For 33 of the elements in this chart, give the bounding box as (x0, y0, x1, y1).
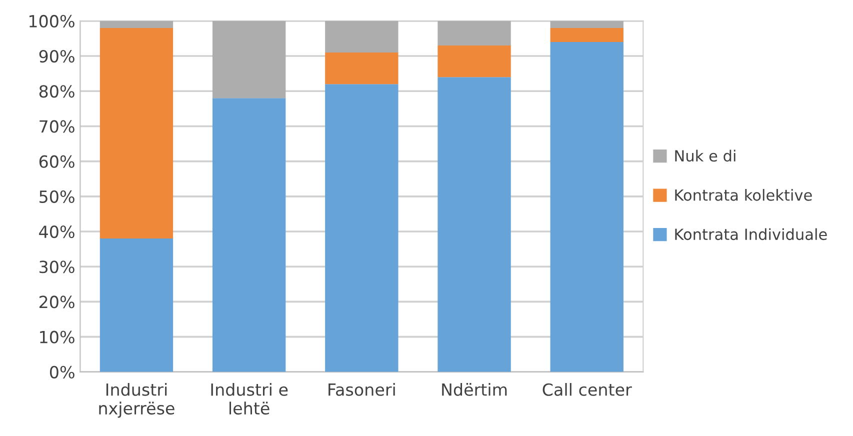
bar (212, 20, 286, 98)
bar (100, 28, 174, 239)
x-tick-label: Fasoneri (328, 383, 395, 396)
x-tick-label: Industri nxjerrëse (99, 383, 174, 418)
bar (550, 20, 624, 28)
bar (325, 52, 398, 84)
y-tick-label: 50% (40, 190, 74, 203)
y-tick-label: 90% (39, 50, 74, 63)
bar (550, 42, 624, 372)
y-tick-label: 40% (39, 225, 74, 238)
y-tick-label: 60% (39, 155, 74, 168)
bar (212, 98, 286, 372)
y-tick-label: 70% (40, 120, 74, 133)
y-tick-label: 30% (40, 260, 74, 274)
bar (550, 28, 624, 42)
y-tick-label: 10% (40, 330, 74, 344)
x-tick-label: Call center (542, 383, 632, 396)
bar (438, 77, 511, 372)
legend-label: Nuk e di (675, 150, 736, 162)
y-tick-label: 20% (40, 296, 74, 308)
bar (325, 20, 398, 53)
y-tick-label: 100% (30, 14, 74, 28)
legend-label: Kontrata kolektive (675, 189, 812, 201)
x-tick-label: Ndërtim (442, 383, 507, 396)
y-tick-label: 0% (50, 366, 74, 378)
x-tick-label: Industri e lehtë (211, 383, 288, 415)
bar (100, 20, 174, 28)
bar (438, 20, 511, 46)
bar (325, 84, 398, 372)
bar (438, 45, 511, 78)
y-tick-label: 80% (39, 85, 74, 98)
legend-label: Kontrata Individuale (675, 228, 827, 240)
bar (100, 238, 174, 372)
